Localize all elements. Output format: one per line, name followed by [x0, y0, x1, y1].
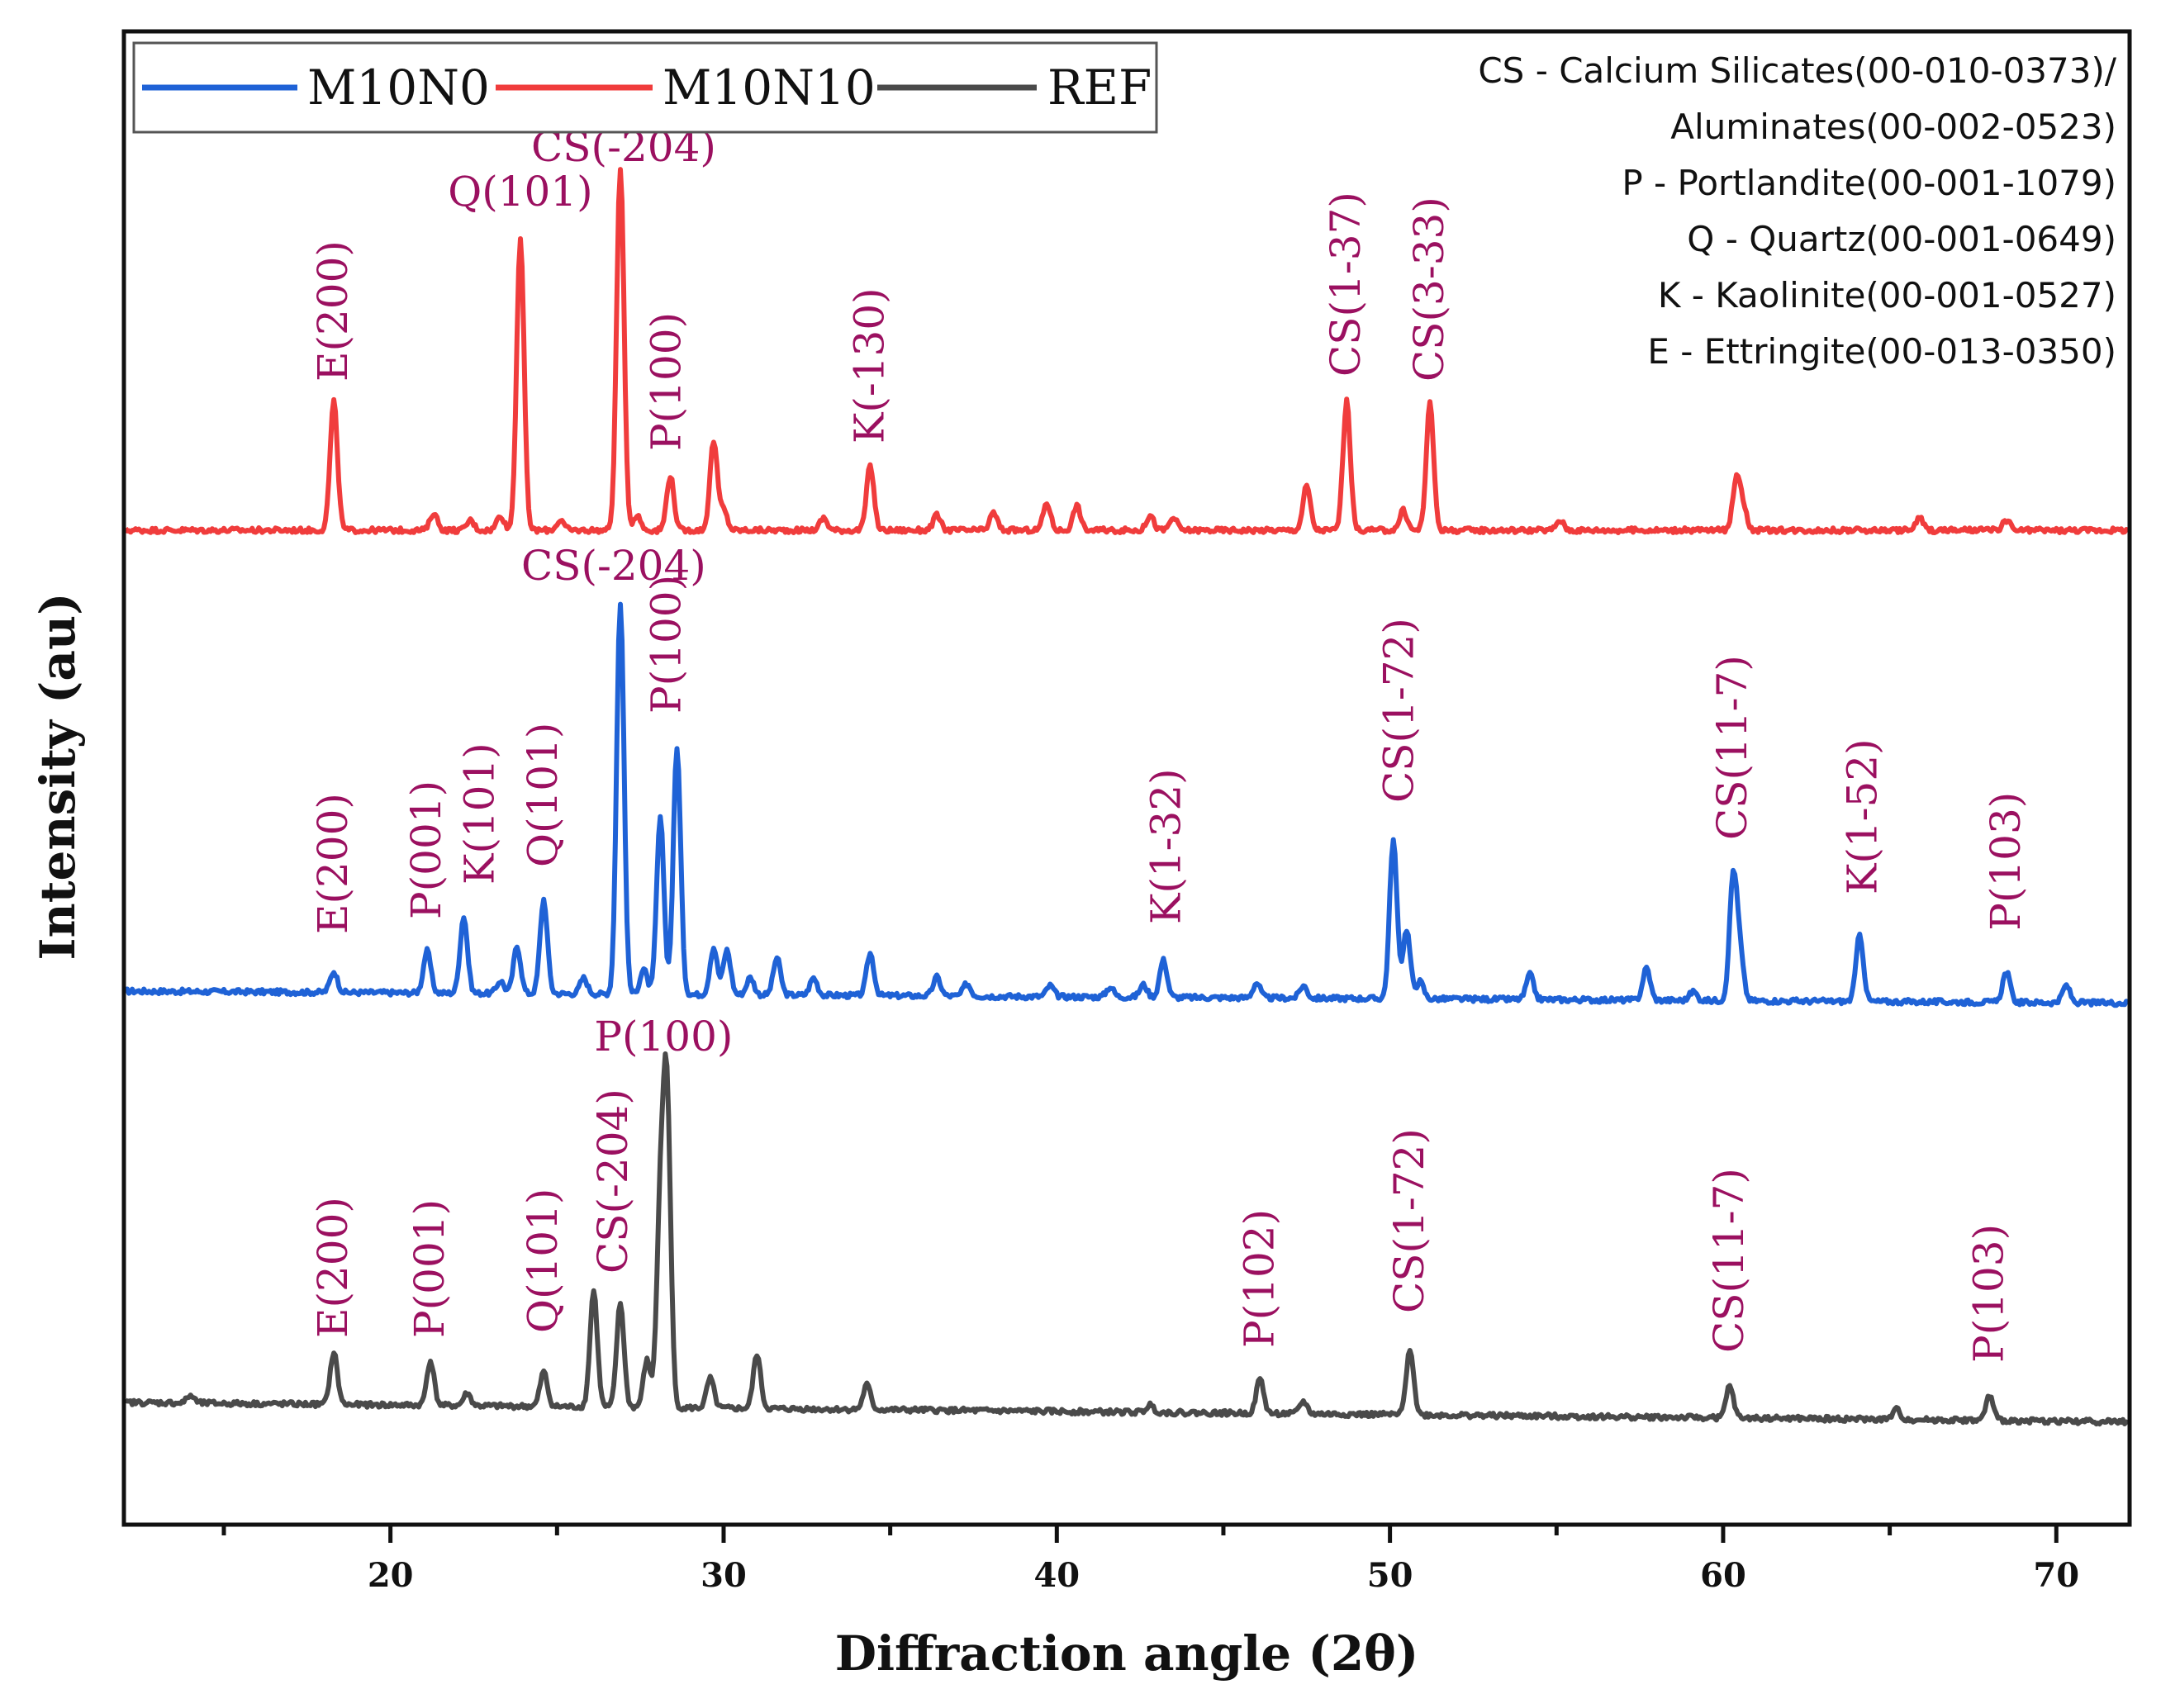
peak-label-m10n10-4: K(-130): [845, 287, 893, 444]
x-axis-title: Diffraction angle (2θ): [835, 1625, 1419, 1682]
peak-label-m10n10-1: Q(101): [448, 168, 592, 216]
series-line-m10n0: [125, 601, 2130, 1008]
peak-label-m10n0-4: CS(-204): [521, 542, 706, 590]
x-tick-label-60: 60: [1700, 1556, 1746, 1595]
legend-label-ref: REF: [1047, 59, 1152, 116]
reference-line-aluminates: Aluminates(00-002-0523): [1670, 107, 2116, 147]
peak-label-m10n10-5: CS(1-37): [1322, 192, 1370, 377]
peak-label-ref-1: P(001): [406, 1199, 454, 1338]
legend: M10N0 M10N10 REF: [132, 41, 1158, 134]
peak-label-ref-4: P(100): [594, 1013, 733, 1060]
x-tick-label-50: 50: [1367, 1556, 1413, 1595]
peak-label-ref-7: CS(11-7): [1705, 1168, 1753, 1353]
peak-label-m10n0-8: CS(11-7): [1708, 655, 1756, 840]
peak-label-m10n10-3: P(100): [642, 312, 690, 451]
y-axis-title: Intensity (au): [30, 592, 86, 960]
peak-label-ref-3: CS(-204): [589, 1089, 637, 1274]
peak-label-m10n10-0: E(200): [309, 240, 357, 382]
reference-legend: CS - Calcium Silicates(00-010-0373)/ Alu…: [1478, 50, 2116, 372]
peak-label-m10n0-7: CS(1-72): [1375, 618, 1423, 803]
reference-line-q: Q - Quartz(00-001-0649): [1687, 219, 2116, 259]
legend-label-m10n0: M10N0: [307, 59, 490, 116]
peak-label-m10n0-9: K(1-52): [1838, 738, 1886, 894]
peak-label-m10n0-2: K(101): [456, 743, 504, 885]
peak-label-ref-0: E(200): [309, 1197, 357, 1338]
reference-line-k: K - Kaolinite(00-001-0527): [1658, 275, 2116, 316]
legend-label-m10n10: M10N10: [663, 59, 876, 116]
peak-label-m10n0-5: P(100): [642, 575, 690, 714]
peak-label-m10n10-6: CS(3-33): [1405, 197, 1453, 382]
peak-label-m10n0-0: E(200): [309, 793, 357, 934]
x-tick-label-30: 30: [701, 1556, 747, 1595]
peak-label-ref-8: P(103): [1965, 1224, 2013, 1363]
peak-label-m10n0-3: Q(101): [519, 723, 567, 867]
series-line-m10n10: [123, 167, 2130, 535]
x-tick-label-20: 20: [368, 1556, 414, 1595]
reference-line-e: E - Ettringite(00-013-0350): [1647, 331, 2116, 372]
peak-label-ref-5: P(102): [1235, 1209, 1283, 1348]
series-line-ref: [124, 1051, 2130, 1427]
peak-label-ref-2: Q(101): [519, 1188, 567, 1333]
peak-label-m10n0-1: P(001): [402, 780, 450, 919]
x-axis: 20 30 40 50 60 70: [221, 1525, 2079, 1595]
series-layer: [123, 167, 2130, 1427]
peak-label-m10n0-10: P(103): [1982, 792, 2030, 931]
peak-label-ref-6: CS(1-72): [1385, 1128, 1433, 1313]
peak-label-layer: E(200) P(001) K(101) Q(101)CS(-204)P(100)K(…: [309, 123, 2030, 1363]
plot-frame: [121, 29, 2132, 1527]
reference-line-p: P - Portlandite(00-001-1079): [1622, 163, 2116, 203]
x-tick-label-70: 70: [2033, 1556, 2079, 1595]
peak-label-m10n0-6: K(1-32): [1142, 768, 1190, 924]
reference-line-cs: CS - Calcium Silicates(00-010-0373)/: [1478, 50, 2116, 91]
x-tick-label-40: 40: [1033, 1556, 1080, 1595]
